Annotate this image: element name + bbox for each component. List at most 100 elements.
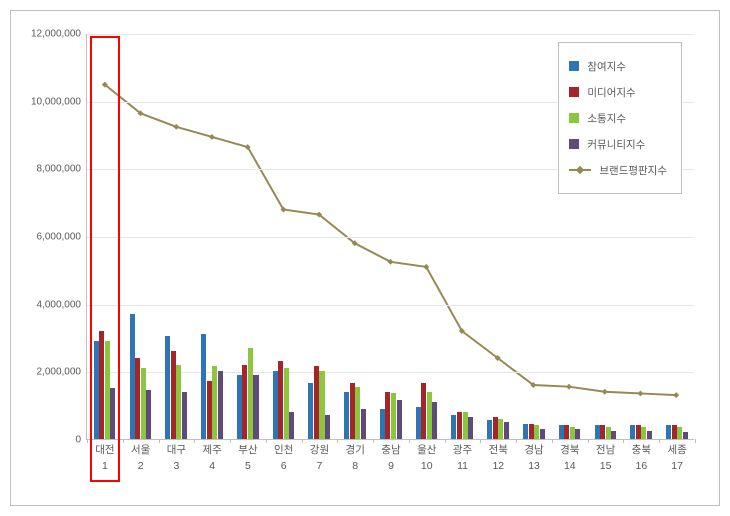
bar	[361, 409, 366, 439]
category-name: 경남	[516, 443, 552, 459]
category-rank: 7	[302, 459, 338, 475]
category-name: 전북	[480, 443, 516, 459]
legend-swatch	[569, 61, 579, 71]
x-axis-category-label: 충북16	[623, 439, 659, 475]
bar	[284, 368, 289, 439]
x-axis-category-label: 제주4	[194, 439, 230, 475]
y-axis-tick-label: 6,000,000	[37, 232, 88, 243]
bar	[201, 334, 206, 439]
line-series-marker	[173, 124, 179, 130]
bar	[641, 427, 646, 439]
bar	[182, 392, 187, 439]
category-name: 세종	[659, 443, 695, 459]
x-axis-category-label: 부산5	[230, 439, 266, 475]
category-rank: 11	[445, 459, 481, 475]
bar	[468, 417, 473, 439]
category-name: 충남	[373, 443, 409, 459]
legend-label: 커뮤니티지수	[587, 137, 645, 152]
bar	[463, 412, 468, 439]
bar	[242, 365, 247, 439]
y-axis-tick-label: 4,000,000	[37, 299, 88, 310]
bar	[308, 383, 313, 439]
bar	[130, 314, 135, 439]
line-series-marker	[637, 390, 643, 396]
line-series-marker	[602, 389, 608, 395]
bar	[683, 432, 688, 439]
x-axis-category-label: 경북14	[552, 439, 588, 475]
bar	[498, 419, 503, 439]
bar	[289, 412, 294, 439]
y-axis-tick-label: 12,000,000	[31, 29, 87, 40]
category-rank: 9	[373, 459, 409, 475]
bar	[606, 427, 611, 439]
category-name: 경북	[552, 443, 588, 459]
category-rank: 16	[623, 459, 659, 475]
bar	[171, 351, 176, 439]
x-axis-category-label: 인천6	[266, 439, 302, 475]
gridline	[87, 34, 694, 35]
bar	[212, 366, 217, 439]
x-axis-category-label: 광주11	[445, 439, 481, 475]
bar	[165, 336, 170, 439]
bar	[99, 331, 104, 439]
bar	[237, 375, 242, 439]
legend-item: 커뮤니티지수	[569, 131, 667, 157]
bar	[523, 424, 528, 439]
bar	[570, 427, 575, 439]
y-axis-tick-label: 2,000,000	[37, 367, 88, 378]
x-axis-category-label: 대구3	[159, 439, 195, 475]
category-rank: 14	[552, 459, 588, 475]
category-rank: 5	[230, 459, 266, 475]
bar	[457, 412, 462, 439]
bar	[493, 417, 498, 439]
chart-inner: 02,000,0004,000,0006,000,0008,000,00010,…	[22, 22, 708, 494]
line-series-marker	[673, 392, 679, 398]
category-name: 서울	[123, 443, 159, 459]
bar	[135, 358, 140, 439]
x-axis-category-label: 대전1	[87, 439, 123, 475]
legend-label: 소통지수	[587, 111, 626, 126]
category-rank: 12	[480, 459, 516, 475]
legend-item: 미디어지수	[569, 79, 667, 105]
bar	[253, 375, 258, 439]
bar	[677, 427, 682, 439]
bar	[105, 341, 110, 439]
y-axis-tick-label: 10,000,000	[31, 96, 87, 107]
chart-frame: 02,000,0004,000,0006,000,0008,000,00010,…	[0, 0, 730, 516]
legend-swatch	[569, 113, 579, 123]
bar	[672, 425, 677, 439]
category-name: 울산	[409, 443, 445, 459]
bar	[534, 425, 539, 439]
category-rank: 13	[516, 459, 552, 475]
bar	[355, 387, 360, 439]
bar	[416, 407, 421, 439]
x-axis-category-label: 전북12	[480, 439, 516, 475]
bar	[380, 409, 385, 439]
legend-item: 브랜드평판지수	[569, 157, 667, 183]
x-axis-category-label: 강원7	[302, 439, 338, 475]
bar	[647, 431, 652, 439]
category-name: 대전	[87, 443, 123, 459]
x-axis-category-label: 전남15	[588, 439, 624, 475]
x-axis-category-label: 울산10	[409, 439, 445, 475]
x-axis-tick	[695, 439, 696, 443]
x-axis-category-label: 경남13	[516, 439, 552, 475]
bar	[141, 368, 146, 439]
category-rank: 8	[337, 459, 373, 475]
bar	[314, 366, 319, 439]
x-axis-category-label: 경기8	[337, 439, 373, 475]
category-name: 충북	[623, 443, 659, 459]
category-rank: 2	[123, 459, 159, 475]
legend-label: 참여지수	[587, 59, 626, 74]
legend-swatch	[569, 166, 591, 174]
bar	[248, 348, 253, 439]
category-rank: 3	[159, 459, 195, 475]
legend-item: 소통지수	[569, 105, 667, 131]
bar	[278, 361, 283, 439]
bar	[540, 429, 545, 439]
bar	[207, 381, 212, 439]
bar	[391, 393, 396, 439]
category-rank: 17	[659, 459, 695, 475]
bar	[600, 425, 605, 439]
bar	[146, 390, 151, 439]
